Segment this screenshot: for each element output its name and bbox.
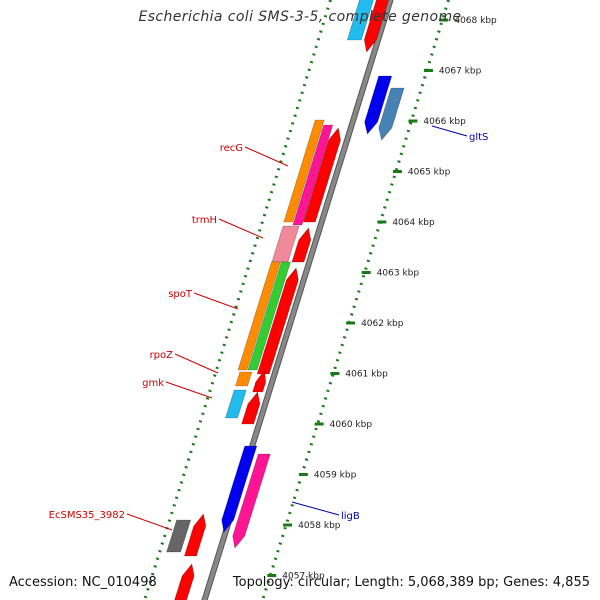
gene-label-trmH: trmH xyxy=(192,215,217,226)
gene-feature-blue-ligB xyxy=(221,445,258,533)
gene-feature-blue-right-1 xyxy=(364,75,393,135)
kbp-tick-label: 4068 kbp xyxy=(454,16,497,26)
kbp-tick-label: 4065 kbp xyxy=(408,168,451,178)
kbp-tick-label: 4061 kbp xyxy=(345,370,388,380)
gene-feature-pink-recG xyxy=(292,124,334,226)
genome-summary: Topology: circular; Length: 5,068,389 bp… xyxy=(232,575,590,590)
gene-feature-red-gmk xyxy=(241,391,261,425)
gene-labels: recG trmH spoT rpoZ gmk EcSMS35_3982 gltS ligB xyxy=(49,125,488,531)
gene-label-rpoZ: rpoZ xyxy=(150,350,174,361)
gene-label-EcSMS35_3982: EcSMS35_3982 xyxy=(49,510,125,521)
gene-feature-green-spoT xyxy=(247,261,291,371)
kbp-tick-label: 4062 kbp xyxy=(361,319,404,329)
gene-leader-line xyxy=(174,353,219,374)
gene-feature-red-top xyxy=(363,0,389,53)
genome-title: Escherichia coli SMS-3-5, complete genom… xyxy=(138,9,462,25)
gene-label-ligB: ligB xyxy=(341,511,360,522)
kbp-tick-label: 4064 kbp xyxy=(392,218,435,228)
gene-feature-gmk xyxy=(225,389,247,419)
gene-leader-line xyxy=(126,513,173,531)
kbp-tick-label: 4060 kbp xyxy=(330,420,373,430)
gene-label-gltS: gltS xyxy=(469,132,488,143)
gene-feature-red-bottom-2 xyxy=(174,563,195,600)
kbp-tick-label: 4067 kbp xyxy=(439,67,482,77)
gene-feature-orange-recG xyxy=(283,119,325,223)
gene-leader-line xyxy=(165,381,213,399)
gene-leader-line xyxy=(431,125,468,137)
gene-feature-ligB xyxy=(232,453,271,549)
kbp-tick-label: 4058 kbp xyxy=(298,521,341,531)
gc-track-left xyxy=(143,0,332,600)
kbp-tick-label: 4057 kbp xyxy=(282,572,325,582)
gene-features xyxy=(166,0,405,600)
gc-track-right xyxy=(261,0,450,600)
gene-feature-rpoZ xyxy=(235,371,253,387)
gene-feature-red-recG xyxy=(302,127,341,223)
gene-label-spoT: spoT xyxy=(168,289,193,300)
gene-label-gmk: gmk xyxy=(142,378,164,389)
gene-label-recG: recG xyxy=(220,143,243,154)
gene-feature-red-bottom xyxy=(183,513,207,557)
gene-feature-cyan-top xyxy=(346,0,374,41)
kbp-tick-label: 4063 kbp xyxy=(377,269,420,279)
accession-label: Accession: NC_010498 xyxy=(9,575,157,590)
gc-dot-tracks xyxy=(143,0,450,600)
kbp-tick-label: 4059 kbp xyxy=(314,471,357,481)
gene-feature-orange-spoT xyxy=(237,261,281,371)
gene-leader-line xyxy=(193,292,239,310)
gene-feature-EcSMS35_3982 xyxy=(166,519,192,553)
gene-leader-line xyxy=(218,218,264,239)
gene-feature-red-trmH xyxy=(291,227,312,263)
gene-leader-line xyxy=(244,146,289,167)
kbp-ruler: 4068 kbp 4067 kbp 4066 kbp 4065 kbp 4064 kbp… xyxy=(267,16,497,582)
gene-feature-gltS xyxy=(378,87,405,141)
gene-leader-line xyxy=(291,501,340,516)
kbp-tick-label: 4066 kbp xyxy=(423,117,466,127)
